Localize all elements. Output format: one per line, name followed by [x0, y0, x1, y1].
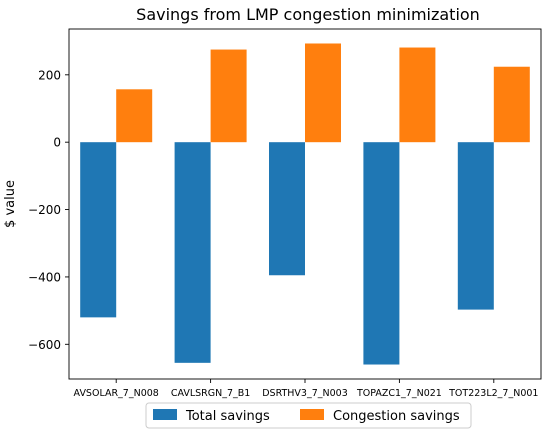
legend-swatch-total-savings	[153, 409, 177, 420]
bar-total-savings-cavlsrgn-7-b1	[174, 142, 211, 363]
bar-congestion-savings-cavlsrgn-7-b1	[210, 49, 247, 143]
y-tick-label: 0	[53, 136, 61, 150]
plot-area	[68, 28, 542, 380]
bar-congestion-savings-dsrthv3-7-n003	[305, 43, 341, 143]
bar-congestion-savings-topazc1-7-n021	[399, 47, 436, 143]
y-axis-ticks: −600 −400 −200 0 200	[28, 68, 69, 352]
bar-total-savings-tot223l2-7-n001	[457, 142, 494, 310]
bar-total-savings-avsolar-7-n008	[80, 142, 117, 318]
legend: Total savings Congestion savings	[145, 402, 472, 429]
x-tick-label-cavlsrgn-7-b1: CAVLSRGN_7_B1	[171, 388, 251, 399]
bar-total-savings-topazc1-7-n021	[363, 142, 400, 365]
x-tick-label-dsrthv3-7-n003: DSRTHV3_7_N003	[262, 388, 348, 399]
x-tick-label-avsolar-7-n008: AVSOLAR_7_N008	[74, 388, 159, 399]
x-axis-ticks: AVSOLAR_7_N008 CAVLSRGN_7_B1 DSRTHV3_7_N00…	[74, 379, 538, 399]
bar-congestion-savings-tot223l2-7-n001	[493, 66, 530, 143]
y-tick-label: −200	[28, 203, 61, 217]
x-tick-label-tot223l2-7-n001: TOT223L2_7_N001	[448, 388, 538, 399]
y-tick-label: −600	[28, 338, 61, 352]
bar-congestion-savings-avsolar-7-n008	[116, 89, 153, 143]
y-tick-label: −400	[28, 270, 61, 284]
y-tick-label: 200	[38, 68, 61, 82]
x-tick-label-topazc1-7-n021: TOPAZC1_7_N021	[356, 388, 442, 399]
legend-label-total-savings: Total savings	[185, 409, 270, 424]
legend-swatch-congestion-savings	[300, 409, 324, 420]
chart-title: Savings from LMP congestion minimization	[136, 5, 480, 24]
y-axis-label: $ value	[3, 180, 18, 228]
legend-label-congestion-savings: Congestion savings	[333, 409, 460, 424]
bar-total-savings-dsrthv3-7-n003	[269, 142, 305, 276]
